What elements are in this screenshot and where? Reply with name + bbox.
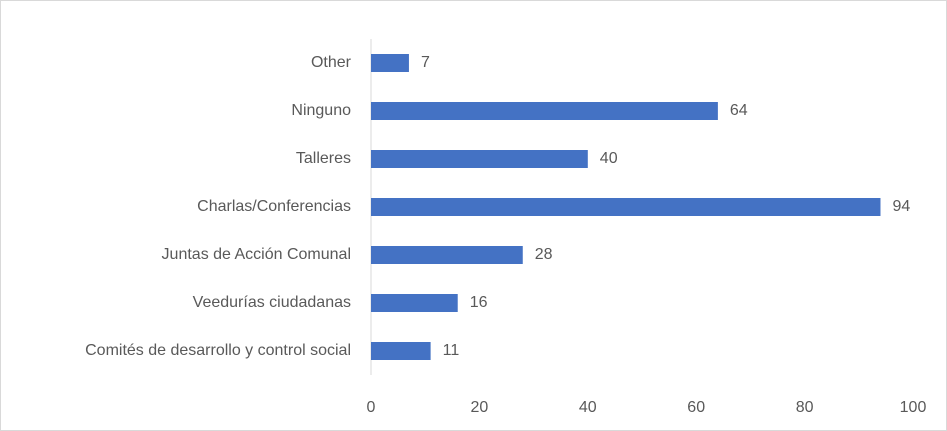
data-label: 40 xyxy=(600,150,618,167)
x-tick-label: 80 xyxy=(796,399,814,416)
data-label: 64 xyxy=(730,102,748,119)
x-tick-label: 20 xyxy=(471,399,489,416)
bar xyxy=(371,102,718,120)
y-tick-label: Comités de desarrollo y control social xyxy=(85,342,351,359)
y-tick-label: Charlas/Conferencias xyxy=(197,198,351,215)
bar xyxy=(371,198,881,216)
bar xyxy=(371,150,588,168)
data-label: 7 xyxy=(421,54,430,71)
x-tick-label: 100 xyxy=(900,399,927,416)
data-label: 11 xyxy=(443,342,460,359)
y-tick-label: Ninguno xyxy=(291,102,351,119)
data-label: 16 xyxy=(470,294,488,311)
y-tick-label: Talleres xyxy=(296,150,351,167)
y-tick-label: Juntas de Acción Comunal xyxy=(162,246,351,263)
x-tick-label: 0 xyxy=(367,399,376,416)
bar xyxy=(371,246,523,264)
bar xyxy=(371,54,409,72)
data-label: 94 xyxy=(892,198,910,215)
y-tick-label: Other xyxy=(311,54,352,71)
data-label: 28 xyxy=(535,246,553,263)
x-tick-label: 40 xyxy=(579,399,597,416)
bar xyxy=(371,342,431,360)
bar xyxy=(371,294,458,312)
y-tick-label: Veedurías ciudadanas xyxy=(193,294,351,311)
x-tick-label: 60 xyxy=(687,399,705,416)
